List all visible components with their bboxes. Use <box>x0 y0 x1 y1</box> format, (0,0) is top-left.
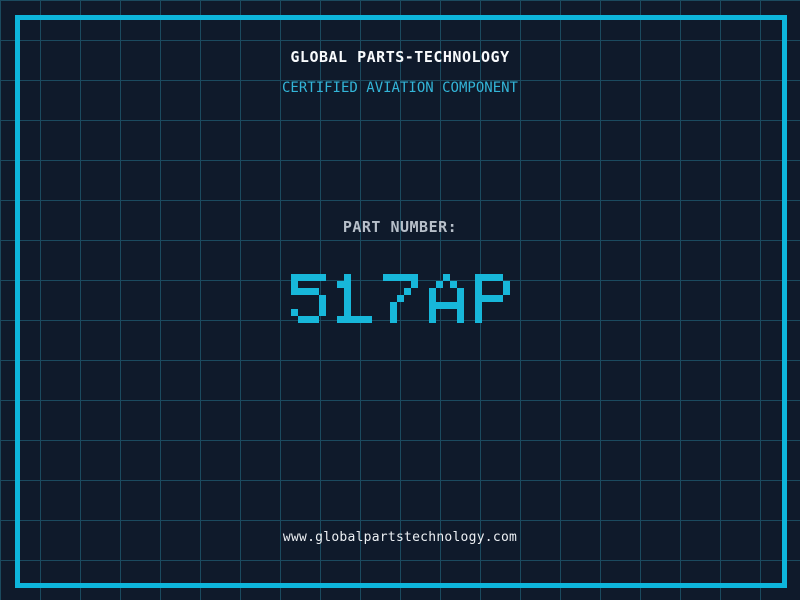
pixel-glyph <box>336 274 372 323</box>
pixel-glyph <box>474 274 510 323</box>
website-url: www.globalpartstechnology.com <box>282 530 518 545</box>
pixel-glyph <box>382 274 418 323</box>
company-title: GLOBAL PARTS-TECHNOLOGY <box>290 48 510 66</box>
part-number-label: PART NUMBER: <box>342 218 458 236</box>
pixel-glyph <box>290 274 326 323</box>
certification-subtitle: CERTIFIED AVIATION COMPONENT <box>281 80 518 96</box>
part-number-value: 517AP <box>0 274 800 323</box>
pixel-glyph <box>428 274 464 323</box>
